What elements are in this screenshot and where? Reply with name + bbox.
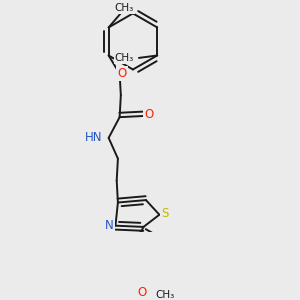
Text: O: O xyxy=(137,286,146,299)
Text: HN: HN xyxy=(85,131,103,144)
Text: S: S xyxy=(161,208,168,220)
Text: O: O xyxy=(117,67,127,80)
Text: CH₃: CH₃ xyxy=(115,3,134,13)
Text: CH₃: CH₃ xyxy=(115,53,134,63)
Text: N: N xyxy=(105,219,114,232)
Text: O: O xyxy=(144,108,154,121)
Text: CH₃: CH₃ xyxy=(156,290,175,300)
